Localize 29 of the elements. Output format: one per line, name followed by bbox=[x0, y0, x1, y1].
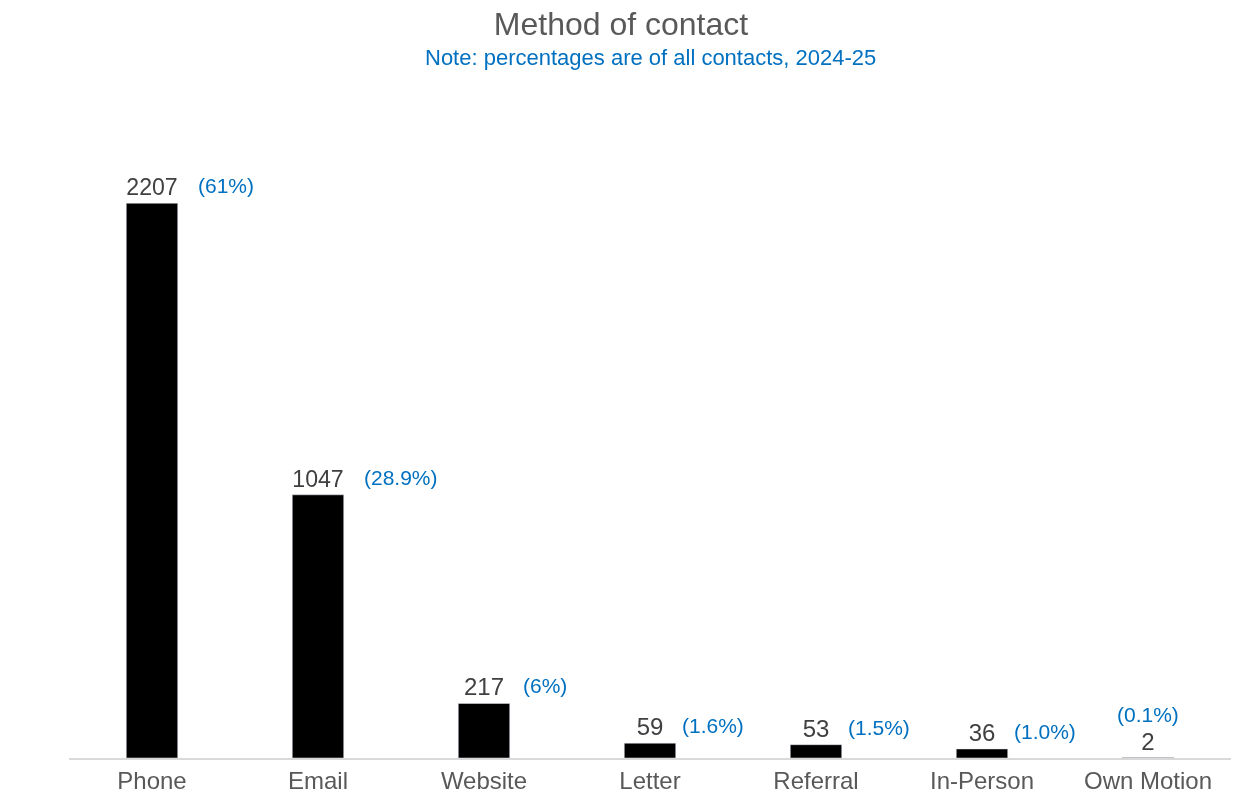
data-label: 36 bbox=[968, 718, 996, 746]
annotation: (1.5%) bbox=[848, 716, 910, 739]
x-tick-label: Own Motion bbox=[1083, 766, 1213, 794]
annotation: (28.9%) bbox=[364, 466, 438, 489]
x-tick-label: Phone bbox=[117, 766, 187, 794]
x-tick-label: Letter bbox=[619, 766, 681, 794]
data-label: 2207 bbox=[126, 174, 178, 201]
x-tick-label: In-Person bbox=[929, 766, 1035, 794]
bar bbox=[956, 748, 1008, 758]
annotation: (6%) bbox=[523, 674, 568, 697]
annotation: (1.6%) bbox=[682, 714, 744, 737]
x-tick-label: Email bbox=[287, 766, 349, 794]
data-label: 1047 bbox=[292, 465, 344, 492]
bar bbox=[126, 202, 178, 758]
chart-title: Method of contact bbox=[493, 5, 749, 42]
data-label: 217 bbox=[463, 673, 505, 701]
bar bbox=[624, 742, 676, 758]
data-label: 53 bbox=[802, 714, 830, 742]
annotation: (0.1%) bbox=[1117, 703, 1179, 726]
x-tick-label: Referral bbox=[773, 766, 859, 794]
x-tick-label: Website bbox=[440, 766, 528, 794]
bar bbox=[790, 744, 842, 758]
annotation: (61%) bbox=[198, 174, 255, 197]
annotation: (1.0%) bbox=[1014, 720, 1076, 743]
data-label: 2 bbox=[1141, 727, 1155, 755]
bar bbox=[292, 494, 344, 758]
chart-subtitle: Note: percentages are of all contacts, 2024-25 bbox=[425, 45, 877, 70]
bar bbox=[458, 703, 510, 758]
data-label: 59 bbox=[636, 713, 664, 741]
